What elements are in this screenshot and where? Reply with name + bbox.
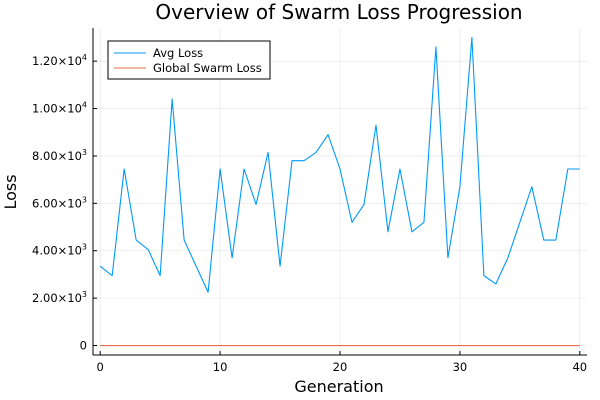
series-lines [99, 36, 580, 347]
tick-labels: 0 10 20 30 40 0 2.00×103 4.00×103 6.00×103 8.00×1… [32, 53, 587, 374]
legend: Avg Loss Global Swarm Loss [107, 40, 271, 80]
axes [92, 28, 587, 356]
series-line-avg-loss [99, 36, 580, 293]
y-axis-label: Loss [1, 174, 20, 209]
x-tick-label: 40 [572, 360, 587, 374]
x-tick-label: 20 [333, 360, 348, 374]
x-tick-label: 10 [213, 360, 228, 374]
y-tick-label: 0 [80, 339, 87, 353]
y-tick-label: 6.00×103 [32, 195, 87, 210]
legend-box [107, 40, 271, 80]
y-tick-label: 1.20×104 [32, 53, 87, 68]
chart-title: Overview of Swarm Loss Progression [155, 0, 522, 24]
y-tick-label: 1.00×104 [32, 101, 87, 116]
legend-label-global-swarm-loss: Global Swarm Loss [153, 61, 262, 75]
x-tick-label: 30 [453, 360, 468, 374]
y-tick-label: 2.00×103 [32, 290, 87, 305]
x-axis-label: Generation [294, 377, 383, 396]
y-tick-label: 8.00×103 [32, 148, 87, 163]
y-tick-label: 4.00×103 [32, 243, 87, 258]
x-tick-label: 0 [97, 360, 104, 374]
legend-label-avg-loss: Avg Loss [153, 46, 203, 60]
